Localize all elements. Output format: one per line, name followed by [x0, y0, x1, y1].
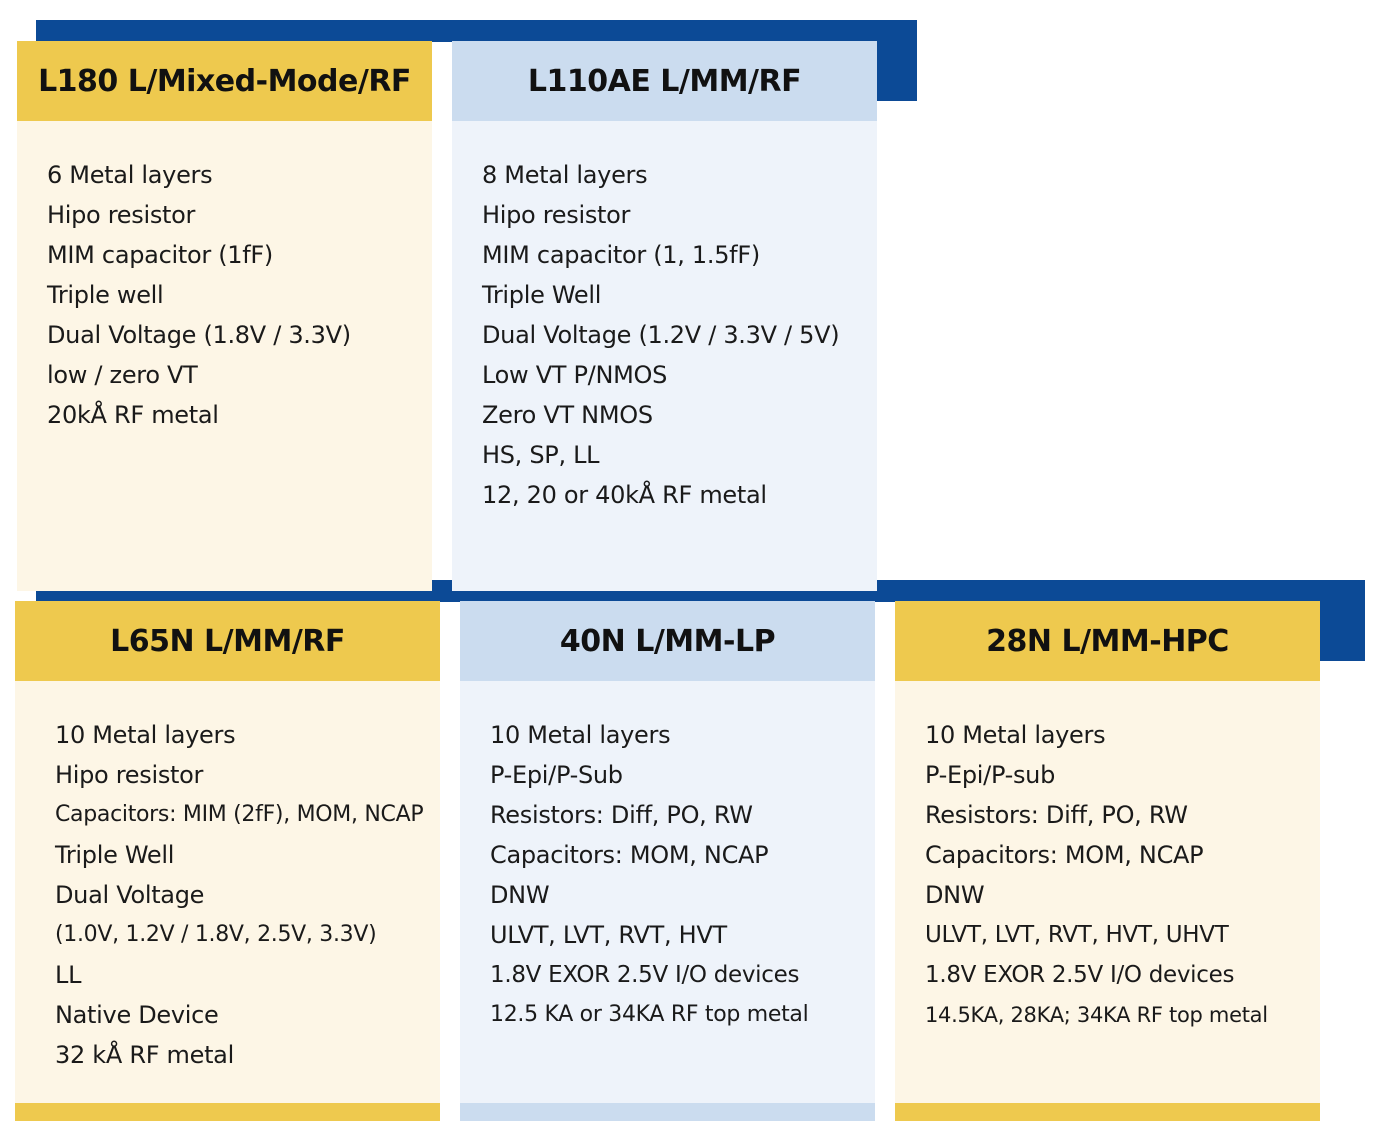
feature-item: Triple Well	[55, 841, 175, 869]
feature-item: Zero VT NMOS	[482, 401, 653, 429]
feature-list: 6 Metal layers Hipo resistor MIM capacit…	[47, 155, 351, 435]
card-title: L110AE L/MM/RF	[452, 41, 877, 121]
process-card-l180: L180 L/Mixed-Mode/RF 6 Metal layers Hipo…	[17, 41, 432, 591]
feature-item: (1.0V, 1.2V / 1.8V, 2.5V, 3.3V)	[55, 922, 377, 947]
feature-item: 8 Metal layers	[482, 161, 648, 189]
feature-item: Hipo resistor	[55, 761, 204, 789]
feature-list: 8 Metal layers Hipo resistor MIM capacit…	[482, 155, 840, 515]
feature-item: HS, SP, LL	[482, 441, 600, 469]
card-body: 8 Metal layers Hipo resistor MIM capacit…	[452, 121, 877, 591]
card-footer-band	[15, 1103, 440, 1121]
feature-item: Dual Voltage (1.8V / 3.3V)	[47, 321, 351, 349]
feature-item: Resistors: Diff, PO, RW	[490, 801, 753, 829]
feature-item: Capacitors: MOM, NCAP	[925, 841, 1204, 869]
feature-list: 10 Metal layers Hipo resistor Capacitors…	[55, 715, 424, 1075]
card-footer-band	[460, 1103, 875, 1121]
feature-item: MIM capacitor (1, 1.5fF)	[482, 241, 760, 269]
feature-item: Triple well	[47, 281, 164, 309]
feature-item: LL	[55, 961, 82, 989]
feature-item: low / zero VT	[47, 361, 198, 389]
feature-item: 1.8V EXOR 2.5V I/O devices	[925, 962, 1235, 988]
feature-item: ULVT, LVT, RVT, HVT	[490, 921, 727, 949]
top-row-accent-bar-right	[877, 20, 917, 101]
bottom-row-accent-bar-right	[1320, 580, 1365, 661]
feature-item: P-Epi/P-sub	[925, 761, 1056, 789]
feature-item: Capacitors: MIM (2fF), MOM, NCAP	[55, 802, 424, 827]
feature-item: Dual Voltage	[55, 881, 205, 909]
feature-item: ULVT, LVT, RVT, HVT, UHVT	[925, 922, 1229, 948]
feature-item: DNW	[925, 881, 985, 909]
card-footer-band	[895, 1103, 1320, 1121]
feature-item: 12.5 KA or 34KA RF top metal	[490, 1002, 809, 1027]
feature-item: Low VT P/NMOS	[482, 361, 668, 389]
feature-item: MIM capacitor (1fF)	[47, 241, 273, 269]
feature-item: Dual Voltage (1.2V / 3.3V / 5V)	[482, 321, 840, 349]
feature-item: 10 Metal layers	[925, 721, 1106, 749]
feature-item: 12, 20 or 40kÅ RF metal	[482, 481, 767, 509]
top-row-accent-bar	[36, 20, 917, 42]
card-body: 10 Metal layers P-Epi/P-sub Resistors: D…	[895, 681, 1320, 1121]
card-title: L65N L/MM/RF	[15, 601, 440, 681]
feature-list: 10 Metal layers P-Epi/P-sub Resistors: D…	[925, 715, 1268, 1035]
feature-list: 10 Metal layers P-Epi/P-Sub Resistors: D…	[490, 715, 809, 1035]
feature-item: P-Epi/P-Sub	[490, 761, 623, 789]
feature-item: 1.8V EXOR 2.5V I/O devices	[490, 962, 800, 988]
process-card-28n: 28N L/MM-HPC 10 Metal layers P-Epi/P-sub…	[895, 601, 1320, 1121]
process-card-l65n: L65N L/MM/RF 10 Metal layers Hipo resist…	[15, 601, 440, 1121]
process-card-l110ae: L110AE L/MM/RF 8 Metal layers Hipo resis…	[452, 41, 877, 591]
feature-item: Hipo resistor	[482, 201, 631, 229]
feature-item: Native Device	[55, 1001, 219, 1029]
card-body: 10 Metal layers P-Epi/P-Sub Resistors: D…	[460, 681, 875, 1121]
feature-item: Capacitors: MOM, NCAP	[490, 841, 769, 869]
feature-item: 20kÅ RF metal	[47, 401, 219, 429]
feature-item: Hipo resistor	[47, 201, 196, 229]
card-title: L180 L/Mixed-Mode/RF	[17, 41, 432, 121]
feature-item: DNW	[490, 881, 550, 909]
feature-item: 32 kÅ RF metal	[55, 1041, 234, 1069]
card-body: 10 Metal layers Hipo resistor Capacitors…	[15, 681, 440, 1121]
feature-item: 10 Metal layers	[490, 721, 671, 749]
feature-item: 14.5KA, 28KA; 34KA RF top metal	[925, 1003, 1268, 1027]
card-body: 6 Metal layers Hipo resistor MIM capacit…	[17, 121, 432, 591]
feature-item: Resistors: Diff, PO, RW	[925, 801, 1188, 829]
card-title: 28N L/MM-HPC	[895, 601, 1320, 681]
feature-item: 6 Metal layers	[47, 161, 213, 189]
card-title: 40N L/MM-LP	[460, 601, 875, 681]
feature-item: Triple Well	[482, 281, 602, 309]
feature-item: 10 Metal layers	[55, 721, 236, 749]
process-card-40n: 40N L/MM-LP 10 Metal layers P-Epi/P-Sub …	[460, 601, 875, 1121]
